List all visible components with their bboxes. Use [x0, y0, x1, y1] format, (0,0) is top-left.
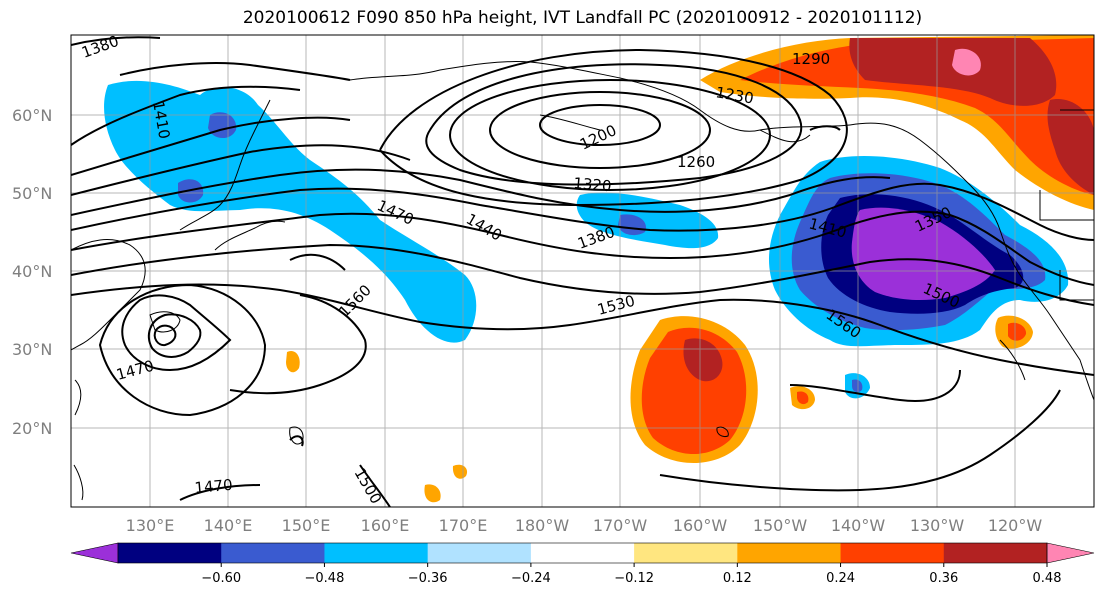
colorbar-segment — [427, 543, 532, 563]
contour-label: 1290 — [792, 50, 830, 68]
map-title: 2020100612 F090 850 hPa height, IVT Land… — [242, 8, 923, 28]
colorbar-segment — [324, 543, 429, 563]
colorbar-tick-label: 0.36 — [929, 571, 958, 586]
lat-label-60n: 60°N — [12, 106, 52, 125]
colorbar-segment — [943, 543, 1048, 563]
colorbar-segment — [737, 543, 842, 563]
colorbar-tick-label: −0.60 — [201, 571, 241, 586]
colorbar-segment — [221, 543, 325, 563]
colorbar-segment — [118, 543, 222, 563]
colorbar-tick-label: −0.24 — [511, 571, 551, 586]
lon-label: 150°E — [282, 516, 331, 535]
lon-label: 160°E — [361, 516, 410, 535]
colorbar-tick-label: 0.24 — [826, 571, 855, 586]
height-contours — [71, 36, 1094, 507]
lon-label: 150°W — [753, 516, 808, 535]
positive-anomaly-shading — [286, 35, 1094, 503]
map-frame — [70, 34, 1095, 508]
colorbar-tick-label: −0.12 — [614, 571, 654, 586]
colorbar-segment — [634, 543, 738, 563]
contour-label: 1470 — [194, 476, 234, 497]
lat-label-50n: 50°N — [12, 184, 52, 203]
colorbar-segment — [530, 543, 635, 563]
colorbar: −0.60 −0.48 −0.36 −0.24 −0.12 0.12 0.24 0.36 0.4… — [70, 542, 1095, 586]
latitude-labels: 60°N 50°N 40°N 30°N 20°N — [12, 106, 52, 438]
longitude-labels: 130°E 140°E 150°E 160°E 170°E 180°W 170°… — [126, 516, 1043, 535]
lat-label-40n: 40°N — [12, 262, 52, 281]
lat-label-20n: 20°N — [12, 419, 52, 438]
contour-label: 1260 — [677, 153, 715, 171]
lon-label: 180°W — [515, 516, 570, 535]
colorbar-tick-label: 0.48 — [1033, 571, 1062, 586]
lon-label: 130°E — [126, 516, 175, 535]
lon-label: 140°W — [831, 516, 886, 535]
coastlines — [71, 61, 1094, 501]
contour-label: 1320 — [573, 174, 613, 195]
graticule — [71, 35, 1094, 507]
lon-label: 170°E — [439, 516, 488, 535]
lat-label-30n: 30°N — [12, 340, 52, 359]
colorbar-tick-label: 0.12 — [723, 571, 752, 586]
colorbar-extend-min — [70, 542, 119, 564]
lon-label: 170°W — [593, 516, 648, 535]
colorbar-tick-label: −0.36 — [408, 571, 448, 586]
colorbar-segment — [840, 543, 945, 563]
lon-label: 160°W — [673, 516, 728, 535]
colorbar-extend-max — [1046, 542, 1095, 564]
colorbar-frame — [117, 542, 1048, 564]
lon-label: 120°W — [988, 516, 1043, 535]
colorbar-tick-label: −0.48 — [305, 571, 345, 586]
lon-label: 130°W — [910, 516, 965, 535]
lon-label: 140°E — [204, 516, 253, 535]
